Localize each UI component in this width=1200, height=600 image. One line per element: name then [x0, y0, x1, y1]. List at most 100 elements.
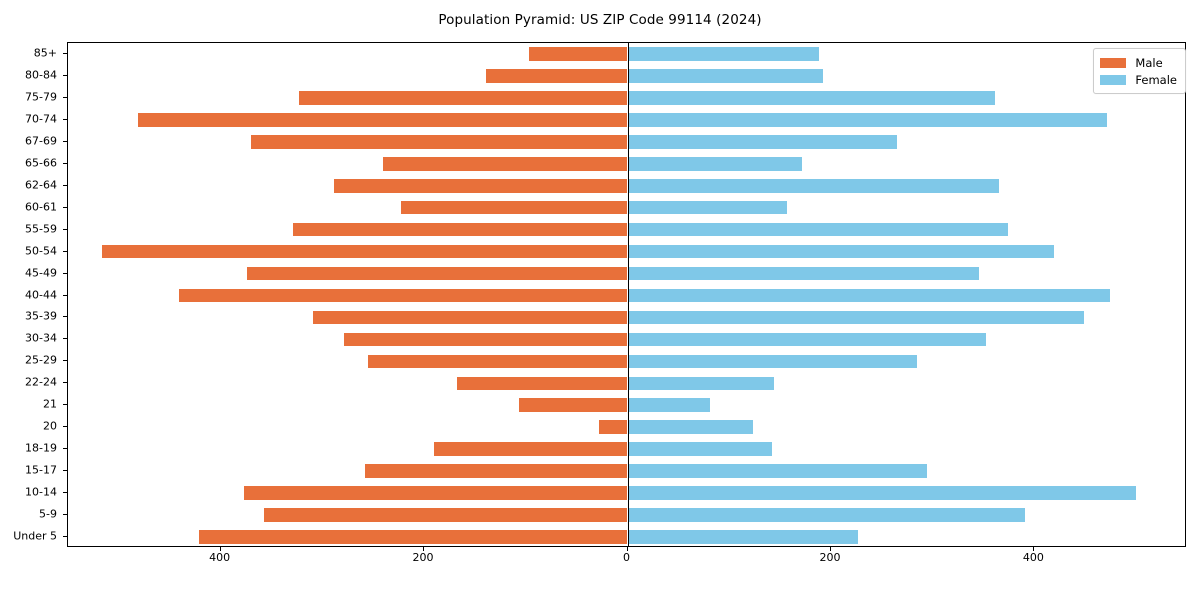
bar-row: [68, 464, 1185, 478]
bar-female: [627, 91, 995, 105]
bar-row: [68, 354, 1185, 369]
x-axis-tick-mark: [219, 547, 221, 551]
bar-male: [138, 113, 628, 127]
y-axis-tick-mark: [63, 448, 67, 450]
bar-female: [627, 266, 980, 281]
bar-male: [247, 266, 628, 281]
bar-female: [627, 134, 898, 149]
bar-male: [313, 310, 628, 325]
bar-row: [68, 244, 1185, 259]
bar-male: [365, 464, 628, 478]
bar-row: [68, 47, 1185, 61]
bar-female: [627, 354, 918, 369]
legend-swatch-icon: [1100, 74, 1127, 85]
y-axis-tick-mark: [63, 272, 67, 274]
y-axis-tick-label: 55-59: [25, 222, 57, 236]
x-axis-tick-label: 200: [412, 551, 434, 564]
y-axis-tick-label: 30-34: [25, 331, 57, 345]
bar-female: [627, 310, 1085, 325]
y-axis-tick-mark: [63, 316, 67, 318]
bar-row: [68, 376, 1185, 391]
bar-row: [68, 200, 1185, 215]
y-axis-tick-label: 50-54: [25, 244, 57, 258]
y-axis-tick-label: 67-69: [25, 134, 57, 148]
legend-swatch-icon: [1100, 57, 1127, 68]
y-axis-tick-label: 5-9: [39, 507, 57, 521]
bar-female: [627, 244, 1054, 259]
bar-male: [456, 376, 628, 391]
bar-female: [627, 398, 710, 413]
bar-female: [627, 332, 986, 347]
y-axis-tick-label: 35-39: [25, 309, 57, 323]
x-axis-tick-mark: [829, 547, 831, 551]
bar-male: [101, 244, 628, 259]
bar-male: [343, 332, 628, 347]
legend-label: Male: [1135, 55, 1163, 70]
y-axis-tick-label: 45-49: [25, 266, 57, 280]
y-axis-tick-label: 20: [43, 419, 57, 433]
bar-row: [68, 398, 1185, 413]
bar-row: [68, 134, 1185, 149]
bar-male: [528, 47, 628, 61]
bar-row: [68, 266, 1185, 281]
y-axis-tick-mark: [63, 250, 67, 252]
y-axis-tick-mark: [63, 404, 67, 406]
bar-row: [68, 310, 1185, 325]
plot-area: [67, 42, 1186, 547]
y-axis-tick-mark: [63, 228, 67, 230]
bar-row: [68, 156, 1185, 171]
bar-female: [627, 508, 1026, 522]
y-axis-tick-mark: [63, 470, 67, 472]
x-axis-tick-label: 400: [209, 551, 231, 564]
y-axis-tick-label: 25-29: [25, 353, 57, 367]
y-axis-tick-label: 18-19: [25, 441, 57, 455]
bar-male: [599, 420, 628, 435]
bar-male: [298, 91, 628, 105]
bar-row: [68, 222, 1185, 237]
bar-female: [627, 69, 823, 83]
bar-male: [199, 530, 628, 544]
bar-row: [68, 486, 1185, 500]
y-axis-tick-mark: [63, 536, 67, 538]
legend-item[interactable]: Male: [1100, 54, 1177, 71]
y-axis-tick-mark: [63, 360, 67, 362]
x-axis-tick-mark: [626, 547, 628, 551]
y-axis-tick-mark: [63, 184, 67, 186]
bar-female: [627, 420, 753, 435]
y-axis-tick-label: 22-24: [25, 375, 57, 389]
bars-layer: [68, 43, 1185, 546]
bar-row: [68, 442, 1185, 456]
bar-row: [68, 91, 1185, 105]
bar-row: [68, 113, 1185, 127]
bar-female: [627, 530, 859, 544]
y-axis-tick-mark: [63, 140, 67, 142]
bar-female: [627, 486, 1137, 500]
y-axis-tick-label: 62-64: [25, 178, 57, 192]
bar-male: [383, 156, 628, 171]
y-axis-tick-label: 75-79: [25, 90, 57, 104]
y-axis-tick-mark: [63, 74, 67, 76]
bar-male: [368, 354, 628, 369]
chart-legend: Male Female: [1093, 48, 1186, 94]
bar-male: [264, 508, 628, 522]
bar-male: [486, 69, 628, 83]
bar-male: [243, 486, 628, 500]
y-axis-tick-label: Under 5: [13, 529, 57, 543]
bar-female: [627, 442, 772, 456]
y-axis-tick-label: 65-66: [25, 156, 57, 170]
bar-female: [627, 156, 803, 171]
bar-female: [627, 47, 819, 61]
y-axis-tick-label: 85+: [33, 46, 57, 60]
bar-male: [518, 398, 628, 413]
y-axis-tick-mark: [63, 492, 67, 494]
bar-male: [292, 222, 628, 237]
bar-row: [68, 288, 1185, 303]
legend-label: Female: [1135, 72, 1177, 87]
y-axis-tick-mark: [63, 294, 67, 296]
legend-item[interactable]: Female: [1100, 71, 1177, 88]
bar-female: [627, 222, 1008, 237]
y-axis-tick-label: 80-84: [25, 68, 57, 82]
bar-female: [627, 464, 927, 478]
y-axis-tick-mark: [63, 206, 67, 208]
